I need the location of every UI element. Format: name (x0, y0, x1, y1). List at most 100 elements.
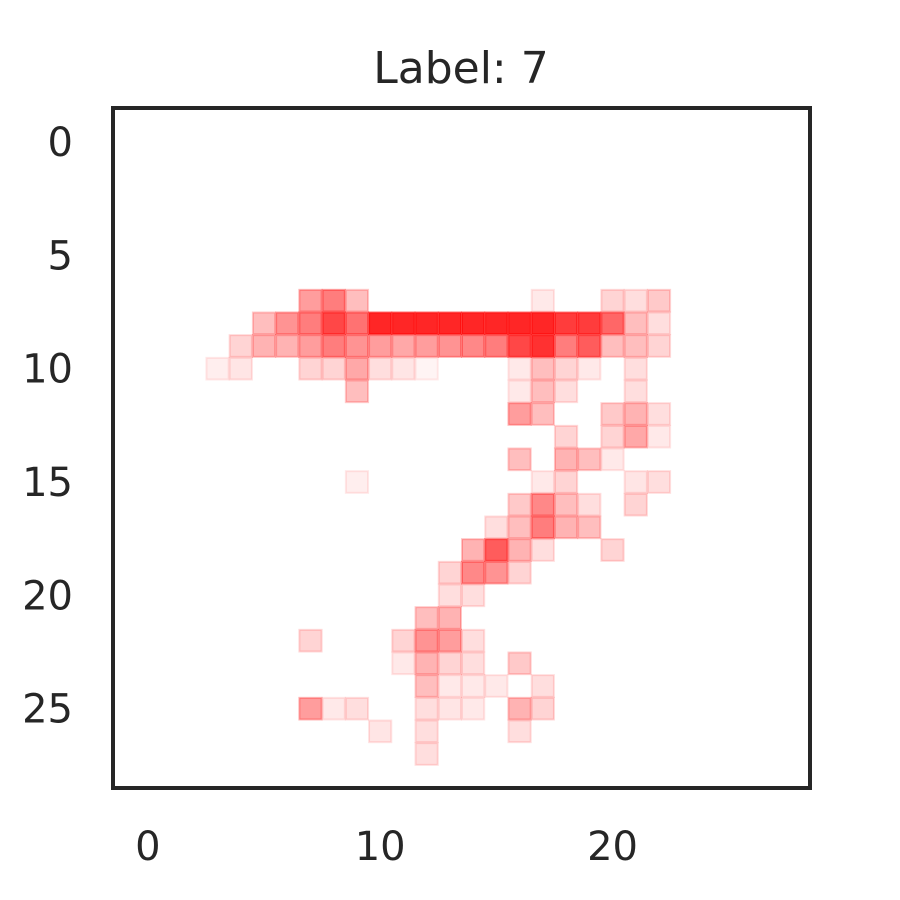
heatmap-cell (344, 379, 370, 404)
y-tick-label: 15 (22, 460, 73, 506)
heatmap-cell (507, 311, 532, 336)
x-tick-label: 10 (355, 824, 406, 870)
y-tick-label: 10 (22, 347, 73, 393)
heatmap-cell (251, 311, 277, 336)
heatmap-cell (461, 628, 486, 653)
y-tick-label: 20 (22, 573, 73, 619)
heatmap-cell (577, 356, 602, 381)
heatmap-cell (275, 334, 300, 358)
heatmap-cell (368, 356, 393, 381)
heatmap-cell (461, 696, 486, 721)
heatmap-cell (437, 334, 462, 358)
heatmap-cell (507, 515, 532, 540)
y-tick-label: 0 (48, 120, 73, 166)
heatmap-cell (507, 651, 532, 676)
heatmap-cell (344, 311, 370, 336)
heatmap-cell (577, 447, 602, 472)
heatmap-cell (530, 334, 555, 358)
heatmap-cell (530, 402, 555, 426)
heatmap-cell (414, 311, 439, 336)
heatmap-cell (484, 674, 509, 698)
heatmap-cell (646, 424, 672, 449)
heatmap-cell (205, 356, 230, 381)
heatmap-cell (321, 288, 346, 313)
heatmap-cell (461, 674, 486, 698)
heatmap-cell (507, 719, 532, 744)
heatmap-cell (251, 334, 277, 358)
heatmap-cell (414, 719, 439, 744)
heatmap-cell (414, 606, 439, 630)
x-axis-ticks: 0 10 20 (135, 824, 638, 870)
heatmap-cell (344, 356, 370, 381)
heatmap-cell (461, 311, 486, 336)
heatmap-cell (553, 492, 579, 517)
heatmap-cell (507, 334, 532, 358)
heatmap-cell (298, 288, 323, 313)
heatmap-cell (368, 311, 393, 336)
heatmap-cell (577, 515, 602, 540)
heatmap-cell (530, 379, 555, 404)
heatmap-cell (368, 719, 393, 744)
heatmap-cell (623, 470, 648, 494)
heatmap-cell (391, 356, 416, 381)
heatmap-cell (507, 538, 532, 562)
heatmap-cell (553, 424, 579, 449)
heatmap-cell (391, 334, 416, 358)
heatmap-cell (414, 742, 439, 766)
heatmap-cell (484, 515, 509, 540)
heatmap-cell (507, 492, 532, 517)
heatmap-cell (507, 696, 532, 721)
heatmap-cell (530, 356, 555, 381)
heatmap-cell (646, 334, 672, 358)
heatmap-cell (507, 379, 532, 404)
heatmap-cell (577, 311, 602, 336)
heatmap-cell (623, 311, 648, 336)
heatmap-cell (298, 356, 323, 381)
heatmap-cell (553, 356, 579, 381)
heatmap-cell (507, 560, 532, 585)
heatmap-cell (553, 334, 579, 358)
heatmap-cell (344, 334, 370, 358)
heatmap-cell (507, 447, 532, 472)
heatmap-cell (437, 606, 462, 630)
heatmap-cell (298, 311, 323, 336)
heatmap-cell (646, 311, 672, 336)
heatmap-cell (414, 356, 439, 381)
heatmap-cell (600, 288, 625, 313)
heatmap-cell (530, 515, 555, 540)
heatmap-cell (298, 628, 323, 653)
heatmap-cell (391, 628, 416, 653)
heatmap-cell (530, 696, 555, 721)
heatmap-cell (414, 651, 439, 676)
heatmap-cell (646, 288, 672, 313)
heatmap-cell (530, 288, 555, 313)
heatmap-cell (437, 628, 462, 653)
heatmap-cell (623, 492, 648, 517)
heatmap-cell (646, 470, 672, 494)
heatmap-cell (437, 583, 462, 608)
y-tick-label: 5 (48, 233, 73, 279)
heatmap-cell (461, 538, 486, 562)
heatmap-cell (484, 311, 509, 336)
chart-title: Label: 7 (373, 43, 549, 94)
heatmap-cell (623, 356, 648, 381)
heatmap-cell (553, 311, 579, 336)
heatmap-cell (344, 696, 370, 721)
heatmap-cell (530, 470, 555, 494)
heatmap-cell (553, 470, 579, 494)
plot-frame (111, 106, 812, 790)
y-tick-label: 25 (22, 687, 73, 733)
heatmap-cell (484, 560, 509, 585)
heatmap-cell (600, 402, 625, 426)
heatmap-cell (484, 334, 509, 358)
heatmap-cell (507, 402, 532, 426)
x-tick-label: 0 (135, 824, 160, 870)
heatmap-cell (321, 356, 346, 381)
heatmap-cell (461, 583, 486, 608)
heatmap-cell (391, 651, 416, 676)
heatmap-cell (461, 651, 486, 676)
heatmap-cell (577, 492, 602, 517)
heatmap-cell (321, 311, 346, 336)
heatmap-cell (344, 288, 370, 313)
